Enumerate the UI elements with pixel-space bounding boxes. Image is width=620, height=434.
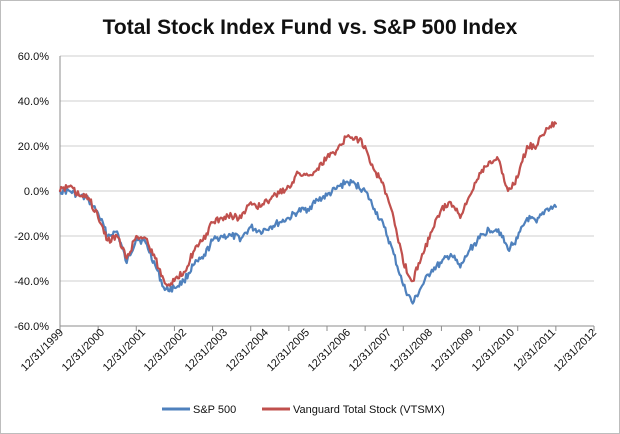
x-tick-label: 12/31/2002 (142, 327, 189, 374)
y-axis-tick-labels: 60.0% 40.0% 20.0% 0.0% -20.0% -40.0% -60… (14, 51, 49, 333)
x-axis-tick-labels: 12/31/1999 12/31/2000 12/31/2001 12/31/2… (19, 327, 599, 374)
y-tick-label: -40.0% (14, 276, 49, 288)
y-tick-label: 0.0% (24, 186, 49, 198)
y-tick-label: 60.0% (18, 51, 49, 63)
x-tick-label: 12/31/2006 (306, 327, 353, 374)
chart-legend: S&P 500 Vanguard Total Stock (VTSMX) (162, 404, 445, 416)
x-tick-label: 12/31/2003 (183, 327, 230, 374)
x-tick-label: 12/31/2007 (347, 327, 394, 374)
horizontal-grid (60, 55, 594, 282)
y-tick-label: 20.0% (18, 141, 49, 153)
x-tick-label: 12/31/2001 (101, 327, 148, 374)
x-tick-label: 12/31/2010 (470, 327, 517, 374)
x-tick-label: 12/31/2004 (224, 327, 271, 374)
y-tick-label: -60.0% (14, 321, 49, 333)
x-tick-label: 12/31/1999 (19, 327, 66, 374)
chart-title: Total Stock Index Fund vs. S&P 500 Index (103, 16, 518, 39)
legend-label-sp500: S&P 500 (193, 404, 236, 416)
series-line-sp500 (58, 178, 557, 305)
x-tick-label: 12/31/2005 (265, 327, 312, 374)
x-tick-label: 12/31/2000 (60, 327, 107, 374)
legend-label-vtsmx: Vanguard Total Stock (VTSMX) (293, 404, 445, 416)
x-tick-label: 12/31/2009 (429, 327, 476, 374)
y-tick-label: 40.0% (18, 96, 49, 108)
y-tick-label: -20.0% (14, 231, 49, 243)
series-line-vtsmx (58, 121, 557, 287)
x-tick-label: 12/31/2011 (511, 327, 558, 374)
x-axis-ticks (59, 326, 595, 331)
x-tick-label: 12/31/2012 (552, 327, 599, 374)
x-tick-label: 12/31/2008 (388, 327, 435, 374)
series-lines (58, 121, 557, 305)
